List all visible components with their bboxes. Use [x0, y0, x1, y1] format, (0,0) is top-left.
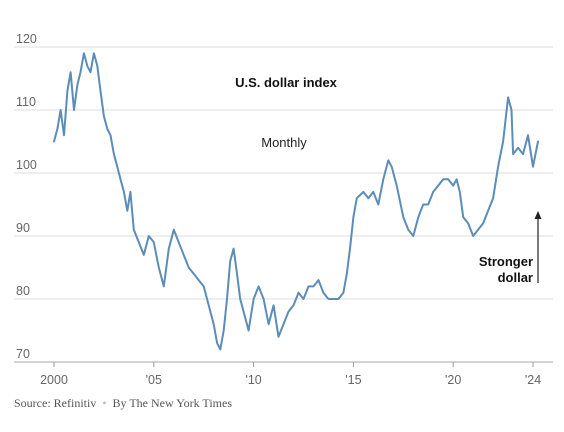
chart-title: U.S. dollar index — [235, 75, 338, 90]
y-tick-label: 120 — [16, 32, 37, 46]
y-tick-label: 80 — [16, 284, 30, 298]
y-tick-label: 70 — [16, 347, 30, 361]
dollar-index-chart: 120 110 100 90 80 70 2000 '05 '10 '15 '20 '24 U.S.… — [14, 32, 553, 387]
x-tick-label: '24 — [525, 373, 541, 387]
y-tick-label: 100 — [16, 158, 37, 172]
x-tick-label: '10 — [245, 373, 261, 387]
y-tick-label: 110 — [16, 95, 36, 109]
annotation-line-2: dollar — [498, 270, 533, 285]
series-line-0 — [53, 52, 539, 351]
x-tick-label: 2000 — [40, 373, 68, 387]
stronger-dollar-annotation: Stronger dollar — [479, 211, 542, 285]
x-tick-label: '15 — [345, 373, 361, 387]
annotation-arrow-head — [534, 211, 542, 219]
chart-subtitle: Monthly — [261, 135, 307, 150]
y-axis: 120 110 100 90 80 70 — [16, 32, 37, 361]
byline: By The New York Times — [112, 396, 233, 410]
source-line: Source: Refinitiv • By The New York Times — [14, 396, 232, 411]
grid — [14, 46, 553, 363]
y-tick-label: 90 — [16, 221, 30, 235]
separator-dot: • — [102, 396, 107, 410]
x-axis: 2000 '05 '10 '15 '20 '24 — [40, 362, 541, 387]
x-tick-label: '05 — [146, 373, 162, 387]
annotation-line-1: Stronger — [479, 254, 533, 269]
x-tick-label: '20 — [445, 373, 461, 387]
source-text: Source: Refinitiv — [14, 396, 97, 410]
series-group — [53, 52, 539, 351]
